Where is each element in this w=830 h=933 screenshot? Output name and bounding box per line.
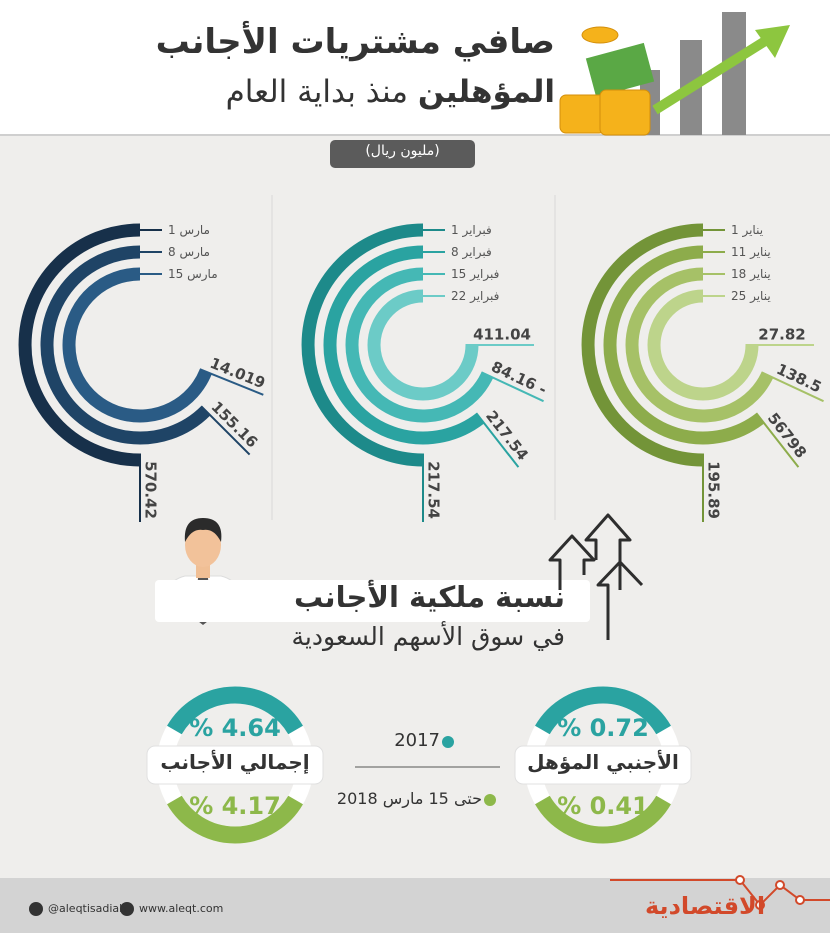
arc [625,267,774,423]
arrow-head [755,25,790,58]
header-band [0,0,830,135]
arc [603,245,765,445]
percent-first: % 0.72 [557,714,649,742]
date-label: 18 يناير [731,267,771,282]
value-group: 217.54 [425,461,443,519]
value-leader [481,371,544,403]
value-label: 84.16 - [488,358,549,399]
banner [155,580,590,622]
ring-top [535,686,671,735]
title: صافي مشتريات الأجانب [155,22,555,62]
date-label: 15 فبراير [451,267,499,282]
date-label: 25 يناير [731,289,771,304]
value-group: 155.16 [208,398,262,452]
value-leader [199,368,264,396]
coins-icon [559,26,651,136]
date-label: 22 فبراير [451,289,499,304]
unit: (مليون ريال) [365,143,440,159]
value-leader [200,405,251,456]
footer-dots [735,875,805,910]
value-group: 195.89 [705,461,723,519]
ring-label-box [514,745,692,785]
percent-first: % 4.64 [189,714,281,742]
value-label: 138.5 [774,360,825,396]
ring-bottom [167,795,303,844]
unit-pill [330,140,475,168]
legend-second: حتى 15 مارس 2018 [336,789,482,808]
value-leader [475,412,520,468]
arc [301,223,424,467]
value-group: 570.42 [142,461,160,519]
ring-bottom [535,795,671,844]
subtitle: المؤهلين منذ بداية العام [226,74,555,110]
value-label: 27.82 [758,326,805,344]
value-group: 138.5 [774,360,825,396]
bar-icon [722,12,746,135]
logo: الاقتصادية [645,892,766,920]
arc [367,289,479,401]
arrow-icon [652,33,773,115]
value-label: 570.42 [142,461,160,519]
date-label: 8 مارس [168,245,210,260]
ring-label-box [146,745,324,785]
twitter-icon [29,902,43,916]
money-icon [585,42,655,98]
ring-label: إجمالي الأجانب [160,750,310,774]
value-group: 84.16 - [488,358,549,399]
value-group: 14.019 [207,354,267,392]
value-label: 155.16 [208,398,262,452]
percent-second: % 4.17 [189,792,281,820]
ring-top [167,686,303,735]
up-arrows [548,513,644,640]
web-icon [120,902,134,916]
website: www.aleqt.com [139,902,224,915]
ownership-subtitle: في سوق الأسهم السعودية [291,622,565,651]
ownership-title: نسبة ملكية الأجانب [293,580,565,614]
legend-dot [442,736,454,748]
percent-second: % 0.41 [557,792,649,820]
date-label: 1 مارس [168,223,210,238]
arc [647,289,759,401]
value-label: 195.89 [705,461,723,519]
value-group: 217.54 [482,407,532,464]
date-label: 8 فبراير [451,245,492,260]
value-leader [761,371,824,403]
date-label: 1 يناير [731,223,763,238]
value-group: 27.82 [758,326,805,344]
value-label: 411.04 [473,326,531,344]
arc [40,245,211,445]
ring-label: الأجنبي المؤهل [527,750,679,774]
value-label: 217.54 [425,461,443,519]
subtitle-bold: المؤهلين [417,74,555,110]
arc [345,267,494,423]
twitter: @aleqtisadiah [48,902,127,915]
arc [62,267,212,423]
date-label: 1 فبراير [451,223,492,238]
subtitle-rest: منذ بداية العام [225,74,408,110]
value-group: 411.04 [473,326,531,344]
date-label: 15 مارس [168,267,218,282]
date-label: 11 يناير [731,245,771,260]
footer-band [0,878,830,933]
value-leader [755,412,800,468]
legend-dot [484,794,496,806]
value-label: 217.54 [482,407,532,464]
arc [323,245,485,445]
legend-first: 2017 [394,730,440,751]
value-label: 14.019 [207,354,267,392]
arc [18,223,141,467]
arc [581,223,704,467]
